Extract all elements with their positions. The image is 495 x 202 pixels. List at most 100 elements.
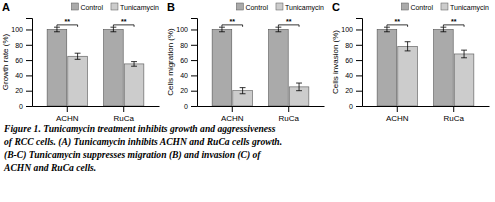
error-bar-cap <box>219 31 225 32</box>
error-bar-cap <box>296 90 302 91</box>
y-axis-title: Cells invasion (%) <box>331 30 340 94</box>
legend-label: Tunicamycin <box>450 4 489 12</box>
error-bar-cap <box>440 31 446 32</box>
y-tick-mark <box>26 29 32 30</box>
error-bar-cap <box>54 27 60 28</box>
marks <box>212 25 309 106</box>
y-tick-label: 60 <box>15 57 23 64</box>
error-bar-stem <box>134 62 135 67</box>
y-tick: 40 <box>180 72 197 79</box>
error-bar-cap <box>54 31 60 32</box>
y-tick-label: 0 <box>184 103 188 110</box>
significance-label: ** <box>230 18 236 25</box>
legend-item: Control <box>401 3 433 11</box>
legend-item: Tunicamycin <box>111 3 159 12</box>
error-bar-stem <box>278 27 279 32</box>
x-tick-label: ACHN <box>221 114 244 123</box>
error-bar-cap <box>240 93 246 94</box>
y-axis: 020406080100 <box>176 19 197 110</box>
error-bar-cap <box>275 31 281 32</box>
y-tick: 60 <box>345 57 362 64</box>
error-bar-stem <box>407 42 408 51</box>
x-tick-label: ACHN <box>56 114 79 123</box>
y-tick-mark <box>26 91 32 92</box>
error-bar <box>240 88 246 94</box>
y-tick-label: 80 <box>345 42 353 49</box>
error-bar-cap <box>384 31 390 32</box>
y-tick-mark <box>356 60 362 61</box>
error-bar-cap <box>110 27 116 28</box>
caption-line: of RCC cells. (A) Tunicamycin inhibits A… <box>4 136 282 148</box>
bar <box>124 64 144 106</box>
error-bar <box>219 27 225 32</box>
y-axis-title: Cells migration (%) <box>166 28 175 96</box>
error-bar-cap <box>461 50 467 51</box>
legend: Control Tunicamycin <box>236 3 324 12</box>
y-tick-mark <box>191 75 197 76</box>
y-tick: 80 <box>15 42 32 49</box>
x-tick-mark <box>453 106 454 112</box>
panel-label: B <box>167 1 175 13</box>
error-bar <box>296 83 302 91</box>
x-tick: ACHN <box>221 106 244 123</box>
plot-area: 020406080100ACHNRuCaCells migration (%)*… <box>166 18 325 122</box>
figure: 020406080100ACHNRuCaGrowth rate (%)****A… <box>0 0 495 202</box>
legend-swatch <box>401 3 408 10</box>
panel: 020406080100ACHNRuCaCells invasion (%)**… <box>331 1 490 123</box>
y-tick-label: 80 <box>180 42 188 49</box>
y-axis-line <box>26 19 33 107</box>
y-tick-label: 40 <box>345 72 353 79</box>
y-tick-mark <box>356 91 362 92</box>
y-tick-mark <box>26 75 32 76</box>
bar <box>212 29 232 106</box>
y-tick-label: 20 <box>180 87 188 94</box>
error-bar-cap <box>75 53 81 54</box>
x-tick-mark <box>288 106 289 112</box>
x-tick-mark <box>397 106 398 112</box>
error-bar-cap <box>131 61 137 62</box>
bar <box>269 29 289 106</box>
bar <box>398 46 418 106</box>
error-bar-stem <box>56 27 57 32</box>
bar <box>104 29 124 106</box>
x-tick-label: ACHN <box>386 114 409 123</box>
y-tick-mark <box>191 45 197 46</box>
error-bar-stem <box>386 27 387 32</box>
x-tick: ACHN <box>56 106 79 123</box>
y-tick: 0 <box>184 103 197 110</box>
error-bar-stem <box>113 27 114 32</box>
y-tick: 40 <box>345 72 362 79</box>
y-tick-mark <box>356 45 362 46</box>
bar <box>377 29 397 106</box>
error-bar-stem <box>443 27 444 32</box>
legend-item: Tunicamycin <box>276 3 324 12</box>
error-bar-cap <box>405 41 411 42</box>
y-tick-label: 60 <box>180 57 188 64</box>
y-tick-label: 20 <box>345 87 353 94</box>
significance-label: ** <box>286 18 292 25</box>
error-bar-stem <box>221 27 222 32</box>
y-tick-mark <box>26 45 32 46</box>
legend-swatch <box>441 3 448 10</box>
error-bar <box>110 27 116 32</box>
error-bar-stem <box>299 83 300 91</box>
y-tick-mark <box>356 75 362 76</box>
caption: Figure 1. Tunicamycin treatment inhibits… <box>3 123 282 173</box>
x-tick-label: RuCa <box>278 114 299 123</box>
x-axis: ACHNRuCa <box>33 106 160 123</box>
x-tick-mark <box>232 106 233 112</box>
legend: Control Tunicamycin <box>401 3 489 12</box>
plot-area: 020406080100ACHNRuCaGrowth rate (%)**** <box>1 18 160 122</box>
panel-label: A <box>2 1 10 13</box>
significance-label: ** <box>65 18 71 25</box>
x-axis: ACHN RuCa <box>198 106 325 123</box>
y-axis-line <box>356 19 363 107</box>
bar <box>454 54 474 106</box>
y-tick-label: 20 <box>15 87 23 94</box>
x-tick: ACHN <box>386 106 409 123</box>
legend-item: Control <box>236 3 268 11</box>
legend-label: Control <box>410 4 433 11</box>
x-axis: ACHNRuCa <box>363 106 490 123</box>
error-bar-cap <box>219 27 225 28</box>
error-bar <box>275 27 281 32</box>
